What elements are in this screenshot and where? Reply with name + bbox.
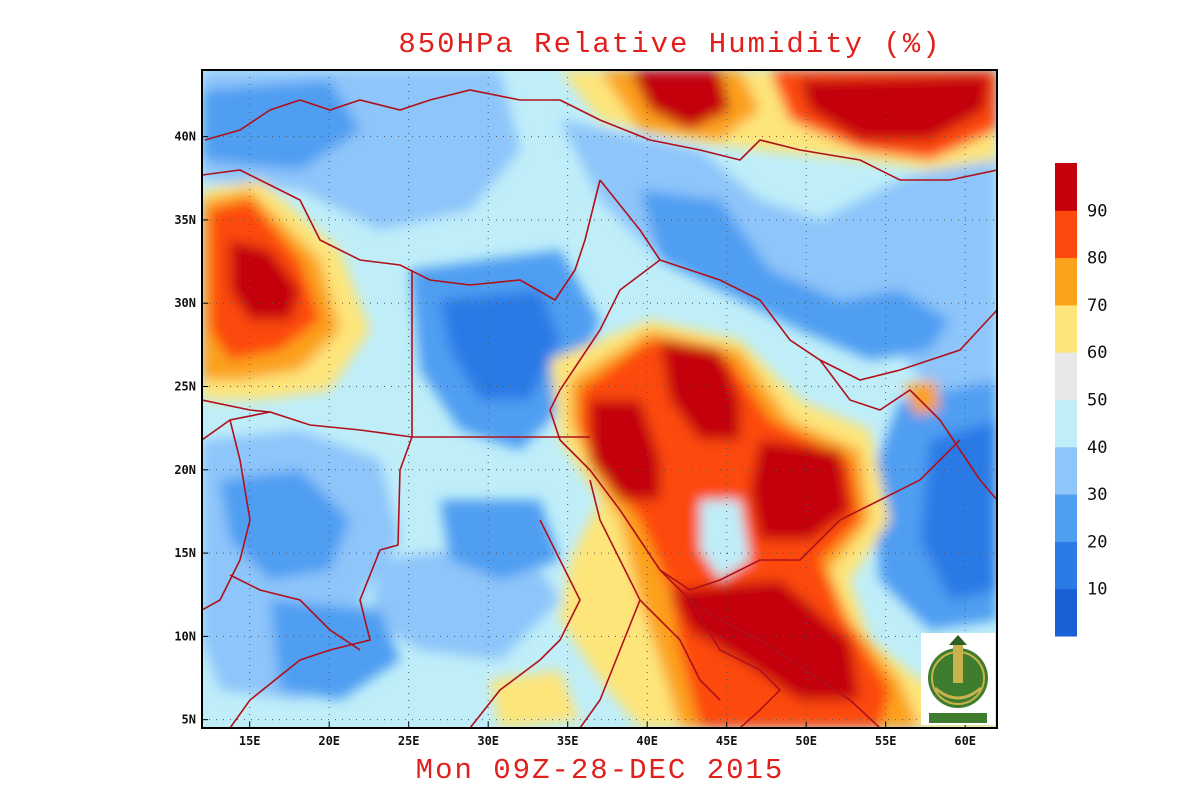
colorbar-swatch xyxy=(1055,210,1077,259)
lon-tick-label: 60E xyxy=(954,734,976,748)
lon-tick-label: 25E xyxy=(398,734,420,748)
lon-tick-label: 30E xyxy=(477,734,499,748)
university-emblem-icon xyxy=(928,635,988,723)
colorbar-label: 20 xyxy=(1087,532,1107,552)
lat-tick-label: 40N xyxy=(174,130,196,144)
colorbar-swatch xyxy=(1055,304,1077,353)
lon-tick-label: 40E xyxy=(636,734,658,748)
lon-tick-label: 15E xyxy=(239,734,261,748)
colorbar: 10 20 30 40 50 60 70 80 90 xyxy=(1055,163,1107,637)
lat-tick-label: 35N xyxy=(174,213,196,227)
colorbar-swatch xyxy=(1055,588,1077,637)
colorbar-swatch xyxy=(1055,399,1077,448)
plot-frame xyxy=(201,69,998,729)
colorbar-swatch xyxy=(1055,163,1077,211)
lon-tick-label: 55E xyxy=(875,734,897,748)
lat-tick-label: 10N xyxy=(174,629,196,643)
lat-tick-label: 30N xyxy=(174,296,196,310)
valid-time-label: Mon 09Z-28-DEC 2015 xyxy=(415,754,785,787)
colorbar-swatch xyxy=(1055,257,1077,306)
humidity-field xyxy=(202,70,997,728)
colorbar-label: 70 xyxy=(1087,296,1107,316)
lon-tick-label: 20E xyxy=(318,734,340,748)
colorbar-label: 40 xyxy=(1087,438,1107,458)
colorbar-label: 50 xyxy=(1087,391,1107,411)
lat-tick-label: 15N xyxy=(174,546,196,560)
map-title: 850HPa Relative Humidity (%) xyxy=(398,28,942,61)
latitude-axis: 5N 10N 15N 20N 25N 30N 35N 40N xyxy=(174,130,208,727)
lat-tick-label: 5N xyxy=(182,713,196,727)
lon-tick-label: 35E xyxy=(557,734,579,748)
lon-tick-label: 50E xyxy=(795,734,817,748)
lon-tick-label: 45E xyxy=(716,734,738,748)
colorbar-label: 30 xyxy=(1087,485,1107,505)
lat-tick-label: 25N xyxy=(174,380,196,394)
colorbar-swatch xyxy=(1055,541,1077,590)
colorbar-label: 10 xyxy=(1087,580,1107,600)
country-boundaries xyxy=(202,89,997,728)
colorbar-swatch xyxy=(1055,494,1077,542)
university-logo xyxy=(921,633,995,725)
colorbar-label: 60 xyxy=(1087,343,1107,363)
map-gridlines xyxy=(202,70,997,728)
longitude-axis: 15E 20E 25E 30E 35E 40E 45E 50E 55E 60E xyxy=(239,722,976,748)
lat-tick-label: 20N xyxy=(174,463,196,477)
colorbar-swatch xyxy=(1055,446,1077,495)
colorbar-label: 90 xyxy=(1087,201,1107,221)
colorbar-label: 80 xyxy=(1087,249,1107,269)
colorbar-swatch xyxy=(1055,352,1077,400)
